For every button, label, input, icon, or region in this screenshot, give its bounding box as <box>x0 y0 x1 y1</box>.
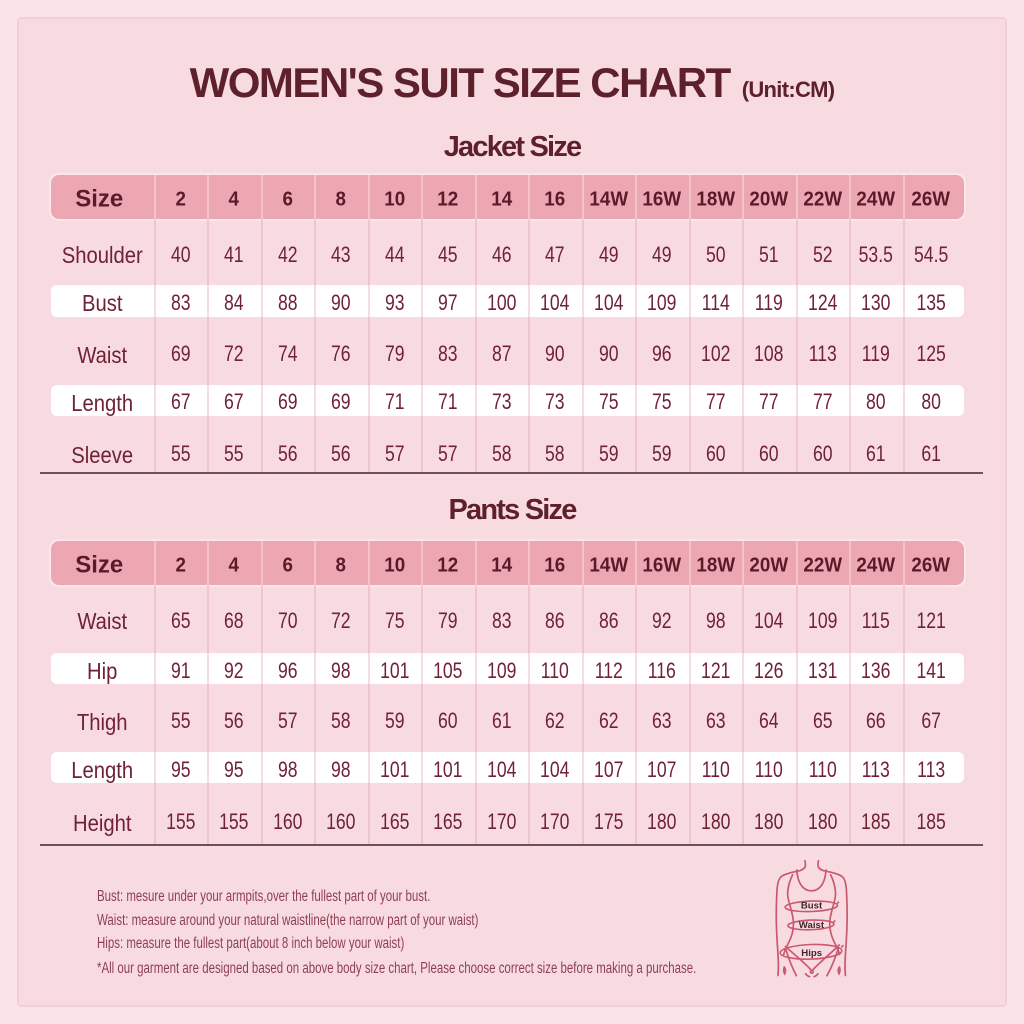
svg-text:Bust: Bust <box>801 901 823 912</box>
svg-text:Hips: Hips <box>801 948 822 959</box>
svg-text:Waist: Waist <box>799 920 825 931</box>
